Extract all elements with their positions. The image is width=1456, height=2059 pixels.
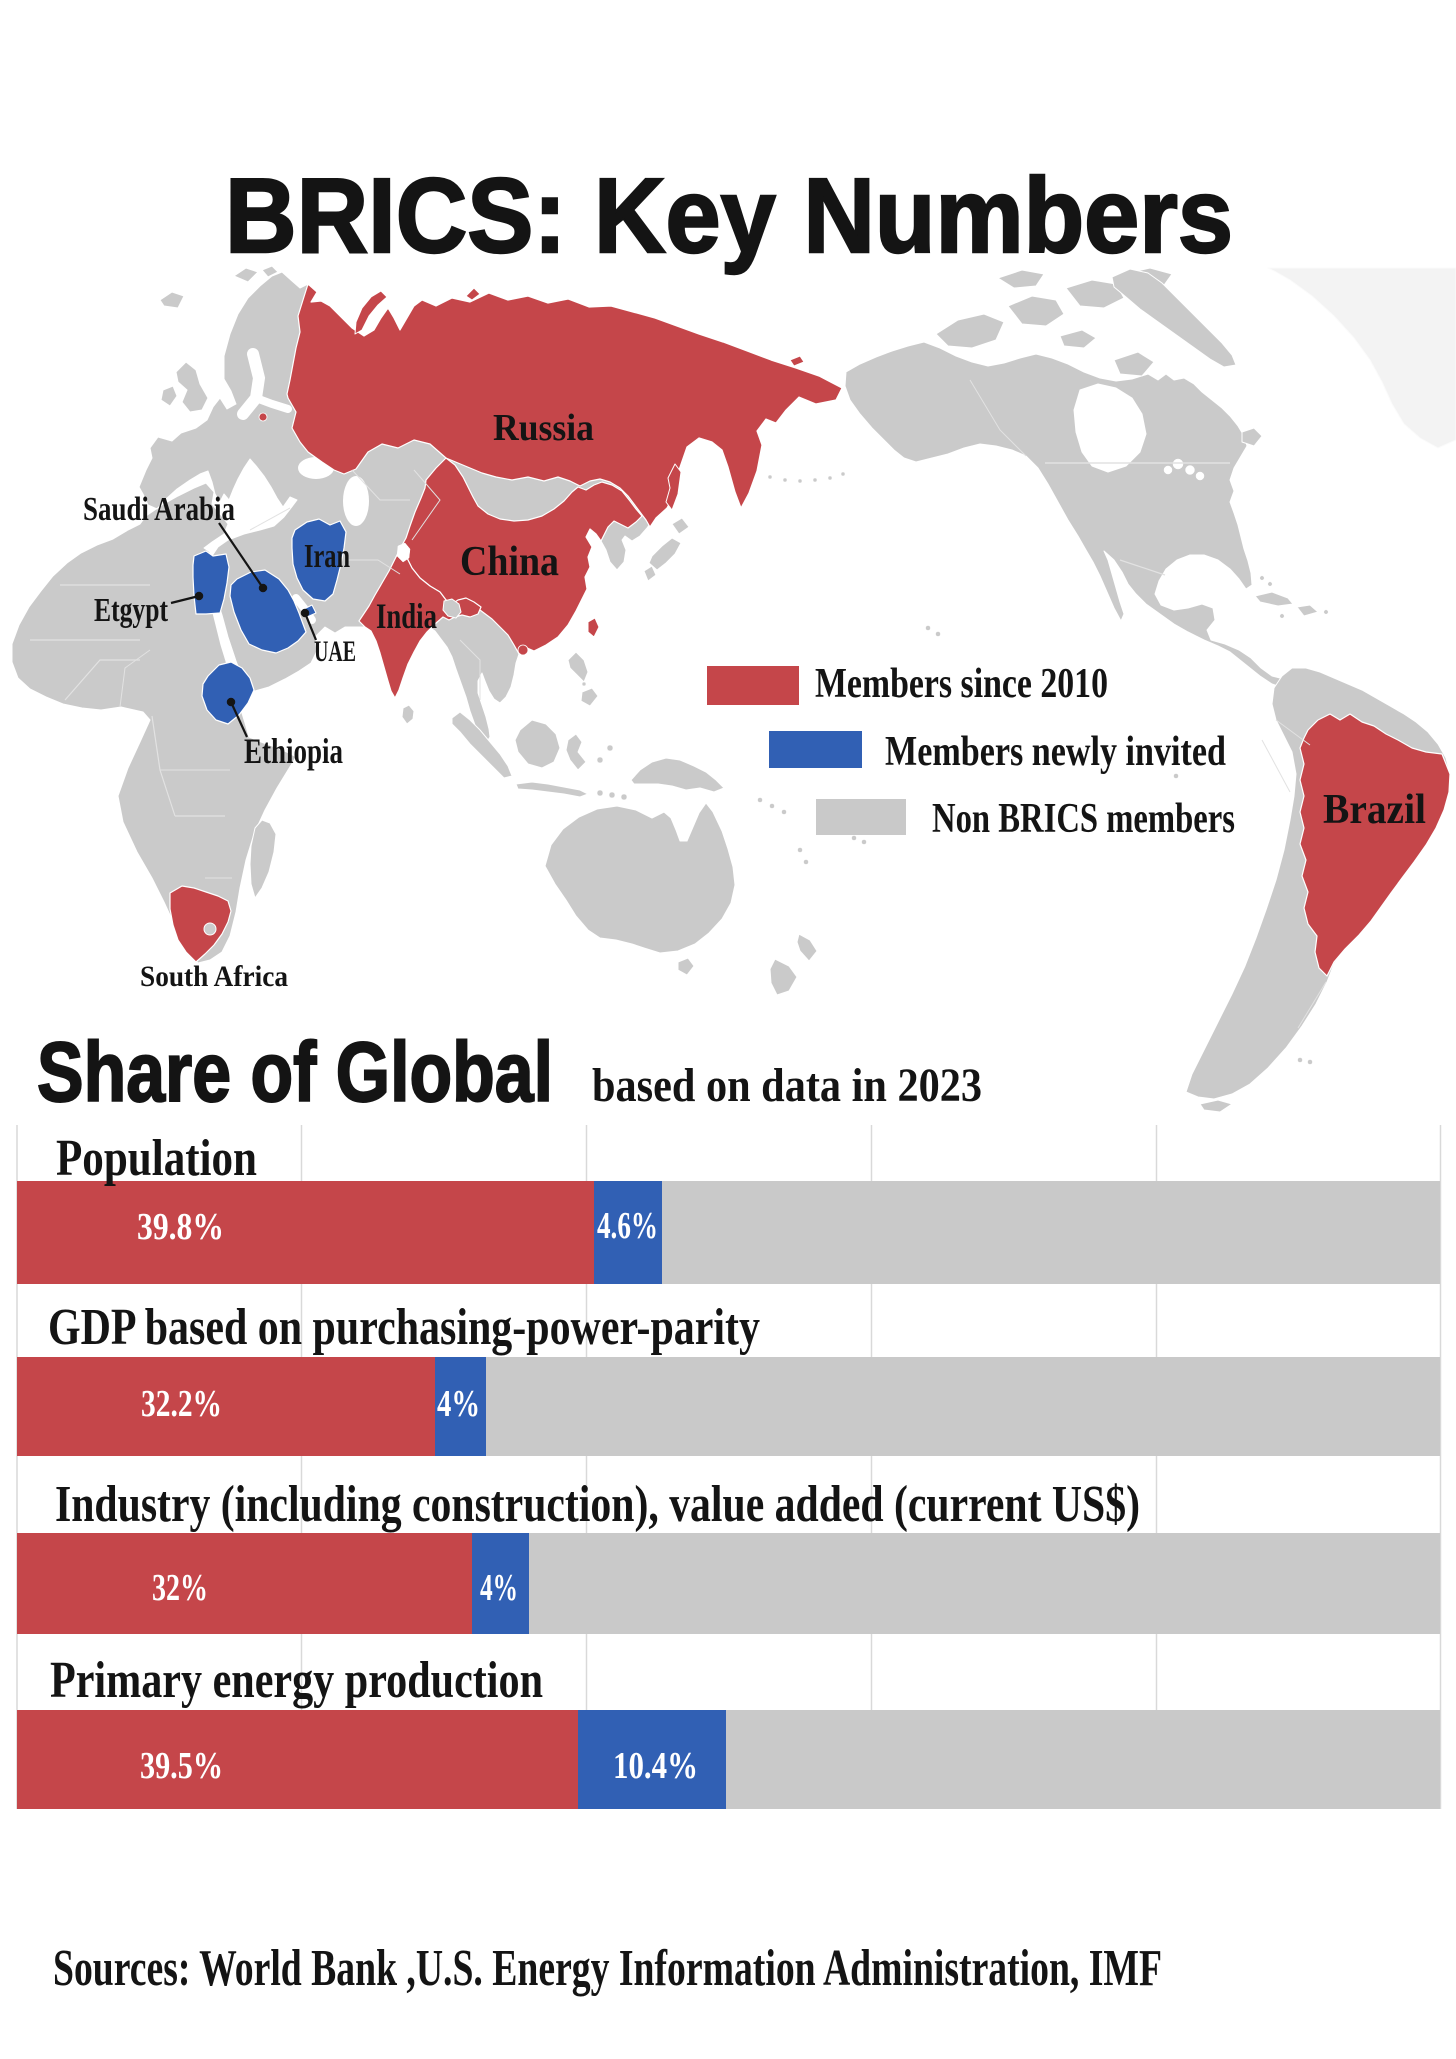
- svg-text:39.8%: 39.8%: [137, 1206, 224, 1248]
- svg-text:39.5%: 39.5%: [140, 1745, 223, 1787]
- svg-text:BRICS: Key Numbers: BRICS: Key Numbers: [225, 157, 1233, 275]
- svg-text:4.6%: 4.6%: [597, 1205, 658, 1247]
- svg-text:Iran: Iran: [304, 538, 350, 575]
- svg-text:4%: 4%: [480, 1567, 518, 1609]
- svg-text:Members since 2010: Members since 2010: [815, 661, 1108, 707]
- svg-text:Industry (including constructi: Industry (including construction), value…: [55, 1476, 1140, 1533]
- svg-text:Etgypt: Etgypt: [94, 592, 169, 629]
- svg-text:4%: 4%: [437, 1383, 480, 1425]
- svg-text:UAE: UAE: [314, 635, 356, 668]
- svg-text:10.4%: 10.4%: [613, 1745, 698, 1787]
- svg-text:India: India: [376, 596, 437, 636]
- svg-text:32.2%: 32.2%: [141, 1383, 222, 1425]
- svg-text:based on data in 2023: based on data in 2023: [592, 1059, 982, 1112]
- svg-text:Sources: World Bank ,U.S. Ener: Sources: World Bank ,U.S. Energy Informa…: [53, 1940, 1162, 1997]
- svg-text:GDP based on purchasing-power-: GDP based on purchasing-power-parity: [48, 1299, 760, 1356]
- svg-text:Share of Global: Share of Global: [37, 1025, 553, 1119]
- svg-text:Russia: Russia: [493, 407, 594, 449]
- svg-text:Primary energy production: Primary energy production: [50, 1652, 543, 1709]
- svg-text:Members newly invited: Members newly invited: [885, 729, 1226, 775]
- svg-text:Ethiopia: Ethiopia: [244, 731, 343, 771]
- svg-text:Saudi Arabia: Saudi Arabia: [83, 491, 235, 528]
- svg-text:South Africa: South Africa: [140, 960, 288, 993]
- svg-text:Population: Population: [56, 1130, 257, 1187]
- svg-text:Non BRICS members: Non BRICS members: [932, 796, 1235, 842]
- svg-text:China: China: [460, 539, 559, 585]
- svg-text:32%: 32%: [152, 1567, 208, 1609]
- svg-text:Brazil: Brazil: [1323, 787, 1426, 833]
